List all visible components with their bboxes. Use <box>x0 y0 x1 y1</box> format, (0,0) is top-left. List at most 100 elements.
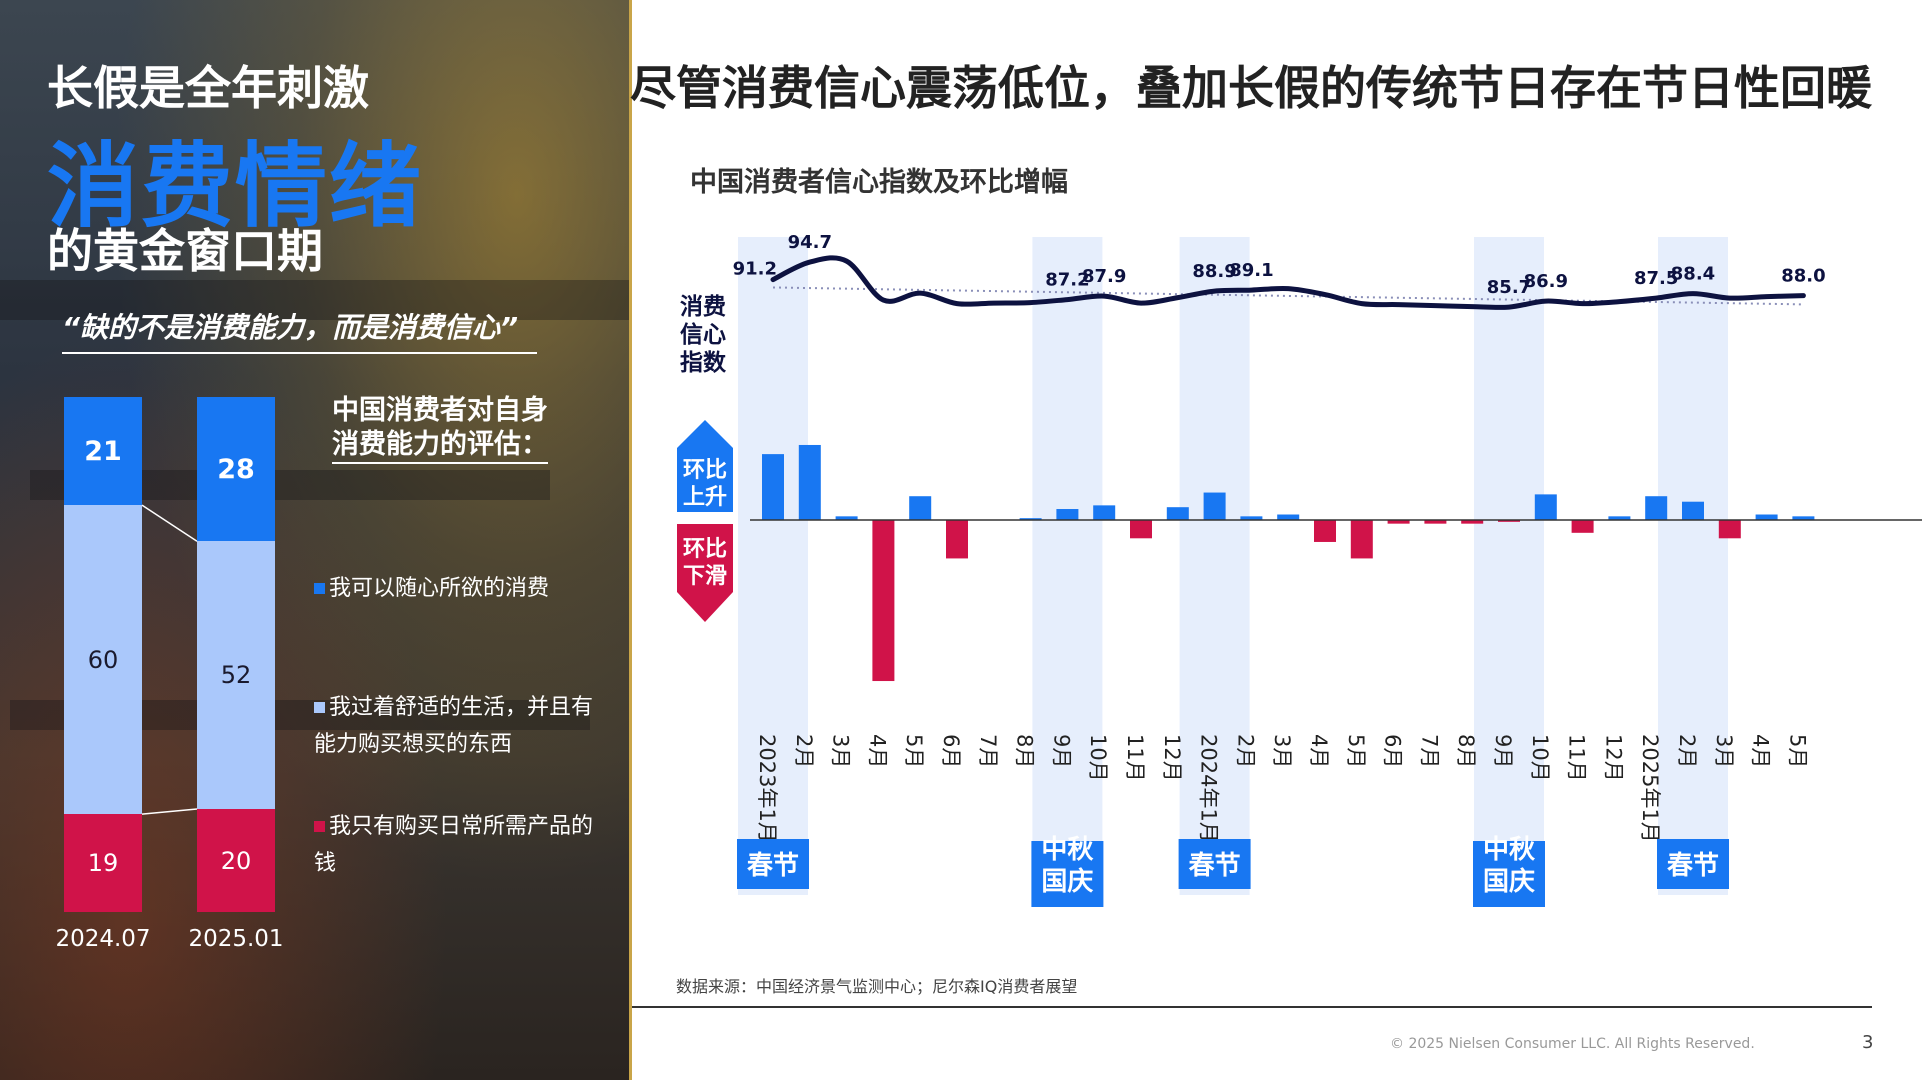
data-label: 88.9 <box>1192 261 1236 282</box>
holiday-tag-label: 春节 <box>747 851 799 881</box>
quote: “缺的不是消费能力，而是消费信心” <box>62 306 537 354</box>
x-tick-label: 3月 <box>1270 734 1294 768</box>
x-tick-label: 9月 <box>1049 734 1073 768</box>
x-tick-label: 12月 <box>1160 734 1184 782</box>
holiday-band <box>738 237 808 895</box>
mom-bar <box>1645 496 1668 520</box>
stack-segment-comfortable: 52 <box>197 541 275 809</box>
index-axis-label: 信心 <box>680 321 726 348</box>
mom-bar <box>762 454 784 520</box>
up-arrow-label: 环比 <box>683 458 727 483</box>
up-arrow-label: 上升 <box>683 485 727 510</box>
x-tick-label: 2024年1月 <box>1197 734 1221 843</box>
holiday-tag <box>1473 841 1545 907</box>
mom-bar <box>1350 520 1373 559</box>
legend-item-free-spend: 我可以随心所欲的消费 <box>314 570 614 607</box>
index-axis-label: 指数 <box>680 350 727 376</box>
mom-bar <box>1277 514 1300 520</box>
x-tick-label: 10月 <box>1528 734 1552 782</box>
stack-connector-line <box>141 808 198 815</box>
stack-category-label: 2025.01 <box>188 926 284 952</box>
stack-connector-line <box>141 504 198 542</box>
panel-divider <box>629 0 632 1080</box>
legend-label: 我过着舒适的生活，并且有能力购买想买的东西 <box>314 695 594 757</box>
legend-swatch <box>314 583 325 594</box>
mom-bar <box>1461 520 1484 524</box>
down-arrow-label: 下滑 <box>683 564 727 589</box>
data-label: 91.2 <box>733 259 777 280</box>
stack-segment-value: 52 <box>220 661 252 690</box>
headline-line3: 的黄金窗口期 <box>47 224 323 278</box>
stack-segment-comfortable: 60 <box>64 505 142 815</box>
data-label: 87.5 <box>1634 268 1678 289</box>
legend-item-basic-needs: 我只有购买日常所需产品的钱 <box>314 808 614 882</box>
x-tick-label: 3月 <box>1712 734 1736 768</box>
mom-bar <box>1314 520 1336 542</box>
x-tick-label: 4月 <box>1307 734 1331 768</box>
stack-category-label: 2024.07 <box>55 926 151 952</box>
mom-bar <box>1203 492 1226 520</box>
mom-bar <box>835 516 858 520</box>
mom-bar <box>1424 520 1447 524</box>
mom-bar <box>1608 516 1631 520</box>
stack-segment-value: 19 <box>87 849 119 878</box>
holiday-tag-label: 中秋 <box>1483 835 1536 865</box>
x-tick-label: 2月 <box>1675 734 1699 768</box>
x-tick-label: 5月 <box>902 734 926 768</box>
holiday-tag <box>1657 839 1729 889</box>
stack-segment-value: 21 <box>84 435 122 467</box>
copyright: © 2025 Nielsen Consumer LLC. All Rights … <box>1390 1036 1755 1052</box>
holiday-tag <box>1178 839 1251 889</box>
mom-bar <box>1534 494 1557 520</box>
x-tick-label: 6月 <box>1381 734 1405 768</box>
data-source: 数据来源：中国经济景气监测中心；尼尔森IQ消费者展望 <box>676 977 1078 996</box>
holiday-band <box>1032 237 1103 895</box>
x-tick-label: 8月 <box>1454 734 1478 768</box>
holiday-tag-label: 春节 <box>1667 851 1719 881</box>
index-axis-label: 消费 <box>680 294 726 320</box>
holiday-band <box>1658 237 1728 895</box>
x-tick-label: 10月 <box>1086 734 1110 782</box>
x-tick-label: 11月 <box>1565 734 1589 782</box>
stack-segment-basic-needs: 19 <box>64 814 142 912</box>
left-panel: 长假是全年刺激 消费情绪 的黄金窗口期 “缺的不是消费能力，而是消费信心” 21… <box>0 0 630 1080</box>
stack-connectors <box>141 504 198 815</box>
mom-bar <box>909 496 932 520</box>
stack-segment-free-spend: 21 <box>64 397 142 506</box>
legend-item-comfortable: 我过着舒适的生活，并且有能力购买想买的东西 <box>314 689 614 763</box>
mom-bar <box>1718 520 1741 539</box>
headline-line2: 消费情绪 <box>47 133 424 240</box>
x-tick-label: 3月 <box>829 734 853 768</box>
x-tick-label: 2025年1月 <box>1638 734 1662 843</box>
mom-bar <box>1682 501 1704 520</box>
assessment-title-line2: 消费能力的评估： <box>332 429 548 460</box>
mom-bar <box>1792 516 1815 520</box>
data-label: 94.7 <box>788 232 832 253</box>
x-tick-label: 11月 <box>1123 734 1147 782</box>
footer-rule <box>632 1006 1872 1008</box>
assessment-title: 中国消费者对自身 消费能力的评估： <box>332 394 548 464</box>
data-label: 87.2 <box>1045 270 1089 291</box>
data-label: 85.7 <box>1487 277 1531 298</box>
mom-bar <box>1387 520 1410 524</box>
legend-label: 我只有购买日常所需产品的钱 <box>314 814 594 876</box>
x-tick-label: 5月 <box>1344 734 1368 768</box>
mom-bar <box>1571 520 1594 533</box>
mom-bar <box>798 444 821 520</box>
down-arrow-label: 环比 <box>683 537 727 562</box>
mom-bar <box>1019 518 1042 520</box>
legend-label: 我可以随心所欲的消费 <box>329 576 550 601</box>
mom-bar <box>1755 514 1778 520</box>
x-tick-label: 2023年1月 <box>755 734 779 843</box>
data-label: 87.9 <box>1082 266 1126 287</box>
data-label: 86.9 <box>1524 271 1568 292</box>
x-tick-label: 2月 <box>792 734 816 768</box>
mom-bar <box>1130 520 1152 539</box>
legend-swatch <box>314 821 325 832</box>
mom-bar <box>1093 505 1116 520</box>
x-tick-label: 12月 <box>1601 734 1625 782</box>
pagoda-silhouette-1 <box>0 280 630 320</box>
x-tick-label: 7月 <box>1417 734 1441 768</box>
stack-segment-free-spend: 28 <box>197 397 275 542</box>
mom-bar <box>946 520 968 559</box>
